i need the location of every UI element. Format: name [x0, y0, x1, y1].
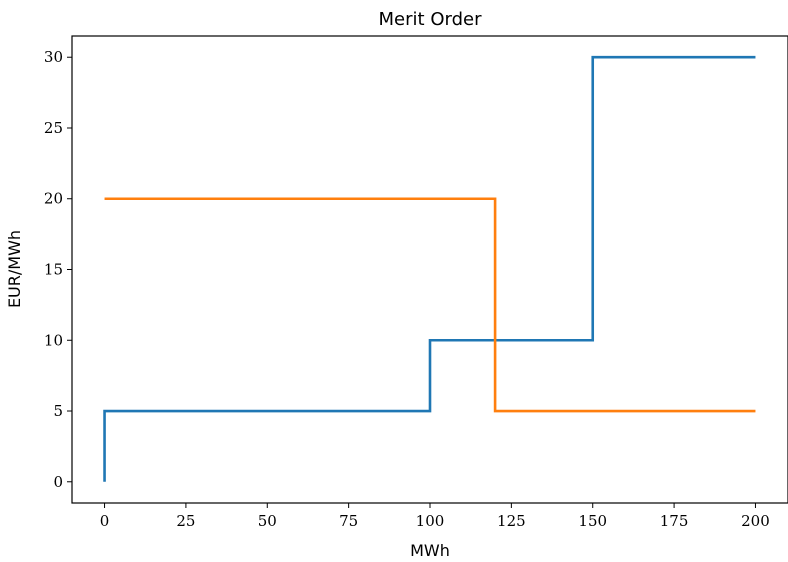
- series-line-1: [104, 197, 756, 413]
- y-axis-ticks: 0 5 10 15 20 25 30: [44, 48, 72, 491]
- x-axis-title: MWh: [410, 541, 450, 560]
- y-tick-label: 5: [53, 402, 63, 420]
- x-tick-label: 150: [578, 512, 607, 530]
- y-tick-label: 20: [44, 190, 63, 208]
- x-tick-label: 100: [416, 512, 445, 530]
- y-tick-label: 10: [44, 331, 63, 349]
- series-line-0: [103, 55, 756, 482]
- x-axis-ticks: 0 25 50 75 100 125 150 175 200: [100, 503, 770, 530]
- x-tick-label: 200: [741, 512, 770, 530]
- y-tick-label: 15: [44, 261, 63, 279]
- x-tick-label: 25: [176, 512, 195, 530]
- y-tick-label: 30: [44, 48, 63, 66]
- y-tick-label: 25: [44, 119, 63, 137]
- y-axis-title: EUR/MWh: [5, 230, 24, 308]
- chart-title: Merit Order: [379, 9, 483, 30]
- y-tick-label: 0: [53, 473, 63, 491]
- x-tick-label: 175: [660, 512, 689, 530]
- x-tick-label: 75: [339, 512, 358, 530]
- x-tick-label: 125: [497, 512, 526, 530]
- series-layer: [103, 55, 756, 482]
- plot-frame: [71, 35, 788, 504]
- x-tick-label: 0: [100, 512, 110, 530]
- x-tick-label: 50: [258, 512, 277, 530]
